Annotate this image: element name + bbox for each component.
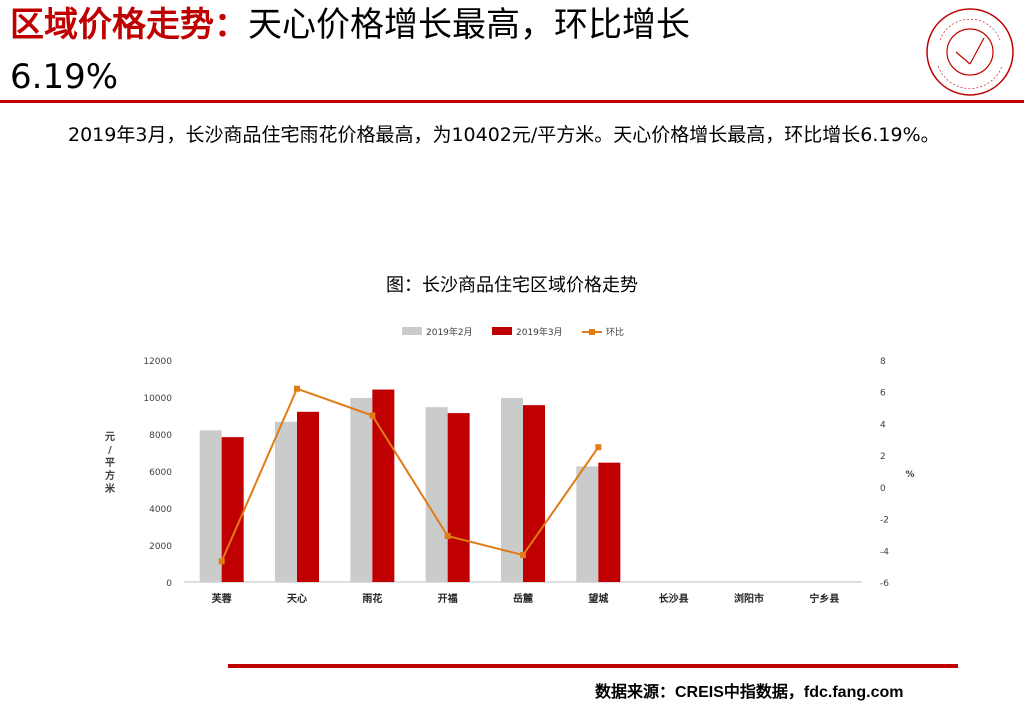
category-label: 雨花 — [362, 592, 382, 605]
price-trend-chart: 0 2000 4000 6000 8000 10000 12000 -6 -4 -2 0 2 4 6 8 元/… — [105, 326, 915, 605]
y-tick-label: 0 — [166, 579, 172, 589]
bar-feb — [350, 397, 373, 582]
legend-label: 环比 — [606, 326, 624, 338]
y-tick-label: 6000 — [149, 468, 172, 478]
y2-axis-label: % — [905, 470, 914, 480]
y-tick-label: 4000 — [149, 505, 172, 515]
y-tick-label: 12000 — [143, 357, 172, 367]
bar-mar — [297, 411, 319, 582]
mom-line — [220, 387, 600, 562]
legend-marker — [589, 329, 595, 335]
y-axis-label: 元/平方米 — [105, 431, 116, 495]
bar-mar — [523, 405, 545, 582]
y-tick-label: 8000 — [149, 431, 172, 441]
china-index-academy-logo — [926, 8, 1014, 96]
y2-tick-label: -4 — [880, 547, 889, 557]
title-black-part: 天心价格增长最高，环比增长 — [248, 5, 690, 45]
footer-divider — [228, 664, 958, 668]
bar-feb — [199, 430, 222, 582]
bar-mar — [598, 462, 621, 582]
bar-mar — [221, 437, 244, 582]
chart-title: 图：长沙商品住宅区域价格走势 — [386, 275, 638, 296]
legend-swatch — [492, 327, 512, 335]
legend-label: 2019年3月 — [516, 326, 563, 338]
y2-tick-label: -6 — [880, 579, 889, 589]
category-label: 宁乡县 — [809, 592, 839, 605]
bar-feb — [576, 466, 599, 582]
bar-mar — [447, 413, 470, 582]
mom-point — [595, 444, 602, 451]
category-label: 芙蓉 — [211, 592, 232, 605]
mom-point — [520, 552, 526, 559]
y2-tick-label: 8 — [880, 357, 886, 367]
mom-point — [294, 385, 300, 392]
y2-tick-label: 0 — [880, 484, 886, 494]
bar-feb — [275, 421, 297, 582]
bar-feb — [425, 407, 448, 582]
title-red-part: 区域价格走势： — [10, 5, 248, 45]
mom-point — [369, 412, 376, 419]
mom-point — [218, 558, 225, 565]
y2-tick-label: 4 — [880, 420, 886, 430]
mom-point — [444, 533, 451, 540]
bar-feb — [501, 397, 523, 582]
title-divider — [0, 100, 1024, 103]
category-label: 浏阳市 — [734, 592, 764, 605]
category-label: 开福 — [438, 592, 458, 605]
y2-tick-label: 6 — [880, 389, 886, 399]
y-tick-label: 2000 — [149, 542, 172, 552]
data-source: 数据来源：CREIS中指数据，fdc.fang.com — [595, 684, 904, 701]
y-tick-label: 10000 — [143, 394, 172, 404]
slide-title: 区域价格走势：天心价格增长最高，环比增长 — [10, 4, 910, 46]
legend-label: 2019年2月 — [426, 326, 473, 338]
legend-swatch — [402, 327, 422, 335]
title-line2: 6.19% — [10, 57, 119, 97]
category-label: 长沙县 — [659, 592, 689, 605]
category-label: 岳麓 — [513, 592, 533, 605]
category-label: 望城 — [588, 592, 608, 605]
y2-tick-label: -2 — [880, 516, 889, 526]
bar-mar — [372, 389, 395, 582]
category-label: 天心 — [287, 593, 307, 605]
summary-paragraph: 2019年3月，长沙商品住宅雨花价格最高，为10402元/平方米。天心价格增长最… — [68, 124, 940, 146]
y2-tick-label: 2 — [880, 452, 886, 462]
